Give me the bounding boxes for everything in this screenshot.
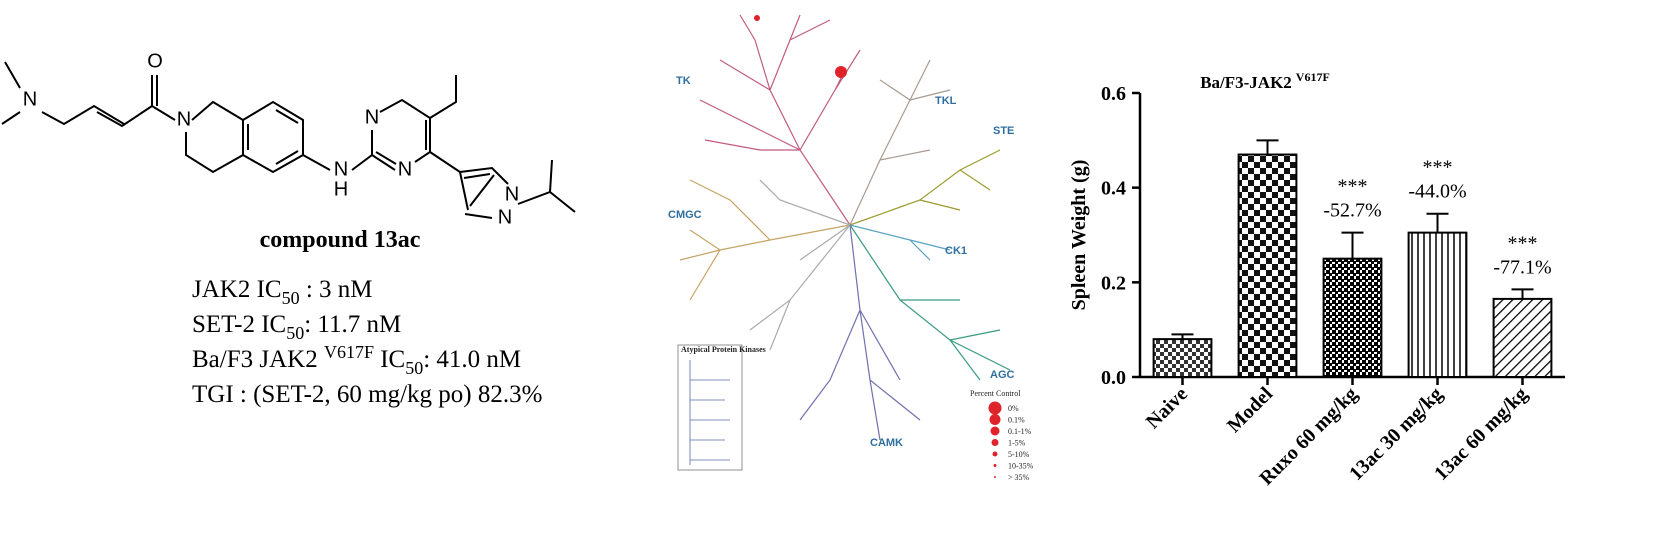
property-value: : 3 nM (300, 276, 373, 303)
significance: *** (1508, 232, 1538, 254)
atom: N (398, 158, 412, 180)
kinase-group: TKL (935, 95, 957, 107)
property-superscript: V617F (324, 342, 374, 362)
legend-label: 5-10% (1008, 450, 1030, 459)
error-bar (1426, 212, 1449, 233)
bar-chart: Ba/F3-JAK2 V617F Spleen Weight (g) 0.0 0.2 0.… (1068, 70, 1565, 490)
chart-title: Ba/F3-JAK2 V617F (1200, 70, 1330, 92)
atom: N (498, 206, 512, 228)
property-subscript: 50 (282, 288, 300, 308)
legend-dot (993, 464, 997, 467)
legend-dot (994, 476, 996, 478)
title-sup: V617F (1296, 70, 1330, 84)
legend-label: 1-5% (1008, 439, 1026, 448)
legend-dot (991, 439, 999, 446)
legend-label: 0% (1008, 404, 1019, 413)
property-line: JAK2 IC50 : 3 nM (192, 276, 373, 308)
change-label: -52.7% (1323, 200, 1381, 222)
kinase-group: TK (676, 75, 691, 87)
atom: N (23, 88, 37, 110)
title-main: Ba/F3-JAK2 (1200, 73, 1292, 92)
compound-name: compound 13ac (260, 227, 421, 253)
error-bar (1511, 288, 1534, 299)
y-tick-label: 0.6 (1101, 83, 1126, 105)
kinase-group: CAMK (870, 437, 903, 449)
error-bar (1256, 139, 1279, 155)
property-subscript: 50 (286, 323, 304, 343)
x-tick-label: Naive (1142, 383, 1192, 433)
property-label: SET-2 IC (192, 311, 286, 338)
error-bar (1341, 231, 1364, 259)
x-tick-label: Model (1223, 383, 1277, 437)
kinome-legend: 0% 0.1% 0.1-1% 1-5% 5-10% 10-35% > 35% (988, 401, 1034, 482)
property-value: : 41.0 nM (423, 346, 521, 373)
property-subscript: 50 (405, 358, 423, 378)
property-label: JAK2 IC (192, 276, 282, 303)
kinase-group: CMGC (668, 209, 702, 221)
atom: N (365, 106, 379, 128)
property-line: SET-2 IC50: 11.7 nM (192, 311, 401, 343)
property-line: TGI : (SET-2, 60 mg/kg po) 82.3% (192, 381, 542, 408)
significance: *** (1423, 157, 1453, 179)
significance: *** (1338, 176, 1368, 198)
kinase-group: STE (993, 125, 1014, 137)
error-bar (1171, 333, 1194, 340)
legend-dot (990, 426, 1000, 436)
y-axis-label: Spleen Weight (g) (1068, 160, 1090, 311)
legend-label: 10-35% (1008, 462, 1034, 471)
legend-title: Percent Control (970, 389, 1021, 398)
y-tick-label: 0.4 (1101, 178, 1126, 200)
bar (1152, 338, 1213, 378)
y-tick-label: 0.2 (1101, 272, 1126, 294)
bar (1237, 153, 1298, 378)
structure: N O N N H N N N N (1, 50, 576, 228)
legend-dot (992, 451, 998, 457)
change-label: -44.0% (1408, 181, 1466, 203)
atom: N (334, 158, 348, 180)
legend-label: 0.1-1% (1008, 427, 1032, 436)
legend-label: > 35% (1008, 473, 1030, 482)
atom: O (147, 50, 163, 72)
inset-title: Atypical Protein Kinases (681, 345, 766, 354)
legend-dot (988, 401, 1002, 415)
property-line: Ba/F3 JAK2 V617F IC50: 41.0 nM (192, 342, 521, 378)
kinome-tree (677, 14, 1011, 471)
bar (1322, 257, 1383, 378)
property-label2: IC (374, 346, 405, 373)
property-label: TGI : (SET-2, 60 mg/kg po) 82.3% (192, 381, 542, 408)
bar (1492, 297, 1553, 378)
atom: N (505, 183, 519, 205)
change-label: -77.1% (1493, 256, 1551, 278)
y-tick-label: 0.0 (1101, 367, 1126, 389)
legend-dot (989, 414, 1001, 425)
property-label: Ba/F3 JAK2 (192, 346, 324, 373)
kinase-group: CK1 (945, 245, 967, 257)
atom: N (177, 108, 191, 130)
atom: H (334, 178, 348, 200)
kinase-group: AGC (990, 369, 1015, 381)
property-value: : 11.7 nM (304, 311, 401, 338)
legend-label: 0.1% (1008, 416, 1025, 425)
bar (1407, 231, 1468, 378)
